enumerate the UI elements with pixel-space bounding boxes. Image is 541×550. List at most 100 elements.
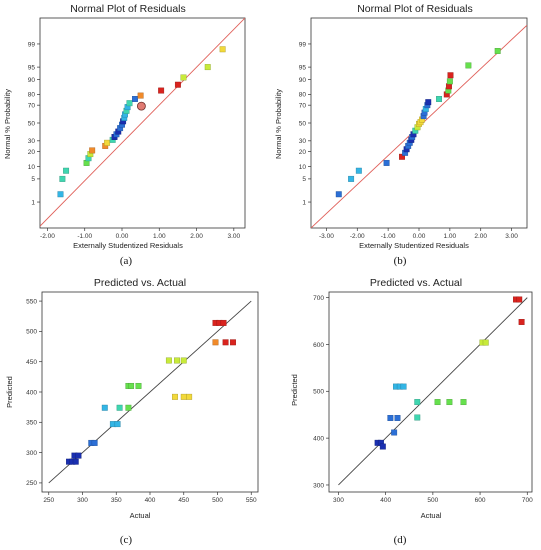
data-point: [222, 339, 229, 346]
plot-area: -3.00 -2.00 -1.00 0.00 1.00 2.00 3.00 1 5 10 20 30 5…: [299, 17, 528, 240]
data-point: [135, 382, 142, 389]
y-tick-label: 30: [299, 138, 307, 145]
data-point: [219, 46, 226, 53]
x-tick-label: 3.00: [227, 233, 240, 240]
data-point: [158, 87, 165, 94]
y-axis-label: Normal % Probability: [3, 89, 12, 159]
y-tick-label: 90: [299, 77, 307, 84]
data-point: [212, 339, 219, 346]
data-point: [355, 167, 362, 174]
data-point: [180, 357, 187, 364]
data-point: [220, 319, 227, 326]
data-point: [126, 100, 133, 107]
y-tick-label: 5: [31, 176, 35, 183]
data-point: [518, 319, 525, 325]
data-point: [445, 83, 452, 90]
data-point: [204, 64, 211, 71]
data-point: [446, 78, 453, 85]
y-tick-label: 90: [28, 77, 36, 84]
y-tick-label: 30: [28, 138, 36, 145]
y-tick-label: 10: [28, 164, 36, 171]
y-tick-label: 70: [28, 102, 36, 109]
x-tick-label: -1.00: [77, 233, 92, 240]
x-tick-label: 450: [178, 497, 189, 504]
plot-frame: [328, 291, 533, 493]
y-tick-label: 300: [313, 482, 324, 489]
data-point: [186, 393, 193, 400]
caption-b: (b): [393, 255, 407, 267]
data-point: [394, 415, 401, 421]
data-point: [172, 393, 178, 400]
data-point: [125, 404, 132, 411]
chart-title: Predicted vs. Actual: [94, 277, 186, 289]
x-tick-label: 700: [522, 497, 533, 504]
y-tick-label: 10: [299, 164, 307, 171]
data-point: [137, 92, 144, 99]
x-axis-label: Externally Studentized Residuals: [359, 241, 469, 250]
data-point: [425, 99, 432, 106]
y-axis-label: Predicted: [5, 376, 14, 408]
data-point: [165, 357, 172, 364]
data-point: [63, 167, 70, 174]
y-tick-label: 20: [28, 149, 36, 156]
y-tick-label: 99: [299, 41, 307, 48]
data-point: [387, 415, 394, 421]
y-tick-label: 400: [26, 389, 37, 396]
highlighted-point: [136, 101, 146, 111]
x-tick-label: 0.00: [116, 233, 129, 240]
data-point: [132, 96, 138, 102]
chart-d-predicted-vs-actual: Predicted vs. Actual Predicted Actual 30…: [290, 277, 533, 520]
x-tick-label: 500: [427, 497, 438, 504]
x-tick-label: 2.00: [190, 233, 203, 240]
normal-fit-line: [40, 18, 245, 227]
x-tick-label: 0.00: [413, 233, 426, 240]
x-tick-label: -1.00: [381, 233, 396, 240]
identity-line: [48, 300, 252, 484]
y-tick-label: 20: [299, 149, 307, 156]
y-tick-label: 50: [28, 120, 36, 127]
x-tick-label: 400: [380, 497, 391, 504]
data-point: [91, 439, 98, 446]
x-tick-label: 300: [333, 497, 344, 504]
data-point: [75, 452, 82, 459]
data-point: [180, 74, 187, 81]
y-tick-label: 400: [313, 435, 324, 442]
x-tick-label: 350: [111, 497, 122, 504]
data-point: [465, 62, 472, 69]
caption-c: (c): [119, 534, 133, 546]
x-tick-label: 300: [77, 497, 88, 504]
x-axis-label: Actual: [130, 511, 151, 520]
data-point: [128, 382, 135, 389]
data-point: [116, 404, 123, 411]
data-point: [391, 429, 398, 436]
y-axis-label: Normal % Probability: [274, 89, 283, 159]
data-point: [436, 96, 443, 102]
y-tick-label: 500: [313, 389, 324, 396]
y-tick-label: 95: [28, 64, 36, 71]
y-tick-label: 99: [28, 41, 36, 48]
y-tick-label: 50: [299, 120, 307, 127]
identity-line: [338, 297, 528, 486]
y-tick-label: 350: [26, 420, 37, 427]
data-point: [460, 399, 467, 406]
x-tick-label: 1.00: [153, 233, 166, 240]
data-point: [434, 399, 441, 406]
y-tick-label: 700: [313, 295, 324, 302]
x-tick-label: 400: [145, 497, 156, 504]
data-point: [383, 159, 390, 166]
data-point: [379, 443, 386, 450]
data-point: [57, 191, 64, 198]
y-tick-label: 300: [26, 450, 37, 457]
x-tick-label: 250: [43, 497, 54, 504]
data-point: [414, 414, 421, 421]
data-point: [174, 81, 181, 88]
data-point: [101, 404, 108, 411]
data-point: [72, 458, 79, 465]
chart-c-predicted-vs-actual: Predicted vs. Actual Predicted Actual 25…: [5, 277, 259, 520]
y-tick-label: 250: [26, 480, 37, 487]
data-point: [114, 421, 121, 428]
caption-a: (a): [119, 255, 133, 267]
data-point: [400, 383, 407, 390]
data-point: [447, 72, 454, 79]
y-tick-label: 550: [26, 298, 37, 305]
